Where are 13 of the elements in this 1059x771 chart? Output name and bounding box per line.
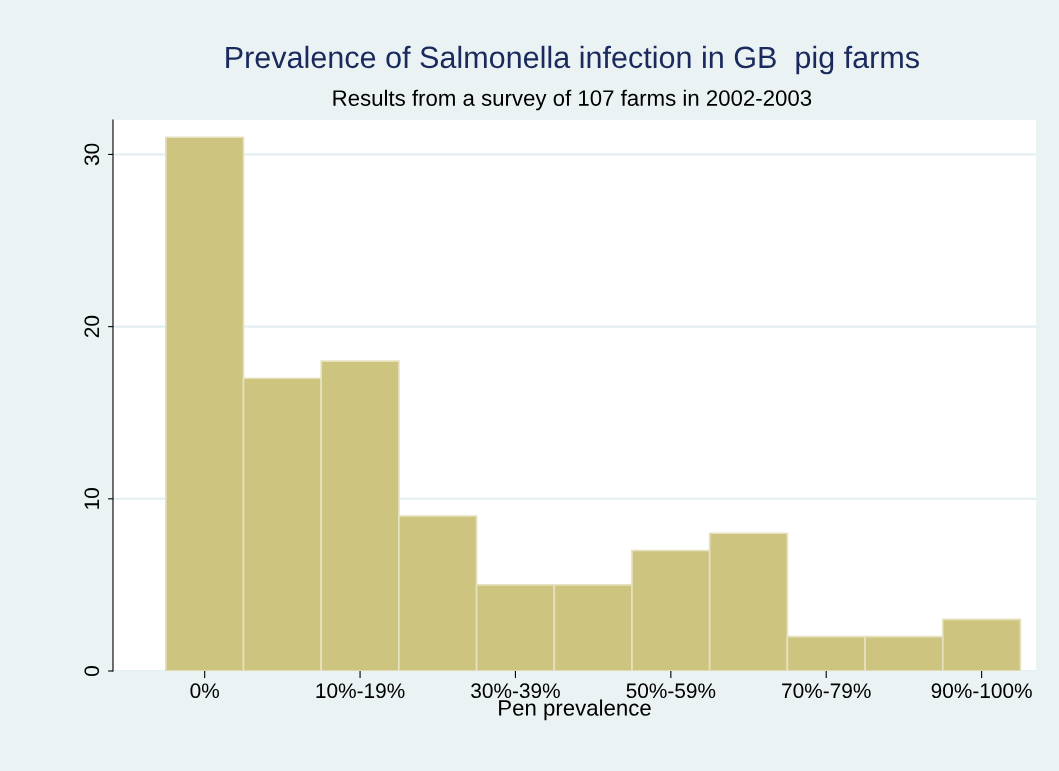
x-tick-label: 50%-59% — [626, 683, 716, 699]
x-tick-label: 10%-19% — [316, 683, 405, 699]
x-tick-label: 70%-79% — [782, 683, 871, 699]
y-tick-label: 10 — [84, 488, 100, 509]
y-tick-label: 20 — [84, 315, 100, 338]
chart-title: Prevalence of Salmonella infection in GB pig farms — [226, 45, 919, 75]
x-tick-label: 30%-39% — [471, 683, 560, 699]
chart-subtitle: Results from a survey of 107 farms in 2002-2003 — [333, 89, 812, 111]
y-tick-label: 30 — [84, 143, 100, 166]
y-tick-label: 0 — [84, 666, 100, 676]
x-tick-label: 0% — [190, 683, 219, 699]
x-axis-title: Pen prevalence — [499, 699, 651, 721]
x-tick-label: 90%-100% — [931, 683, 1032, 699]
